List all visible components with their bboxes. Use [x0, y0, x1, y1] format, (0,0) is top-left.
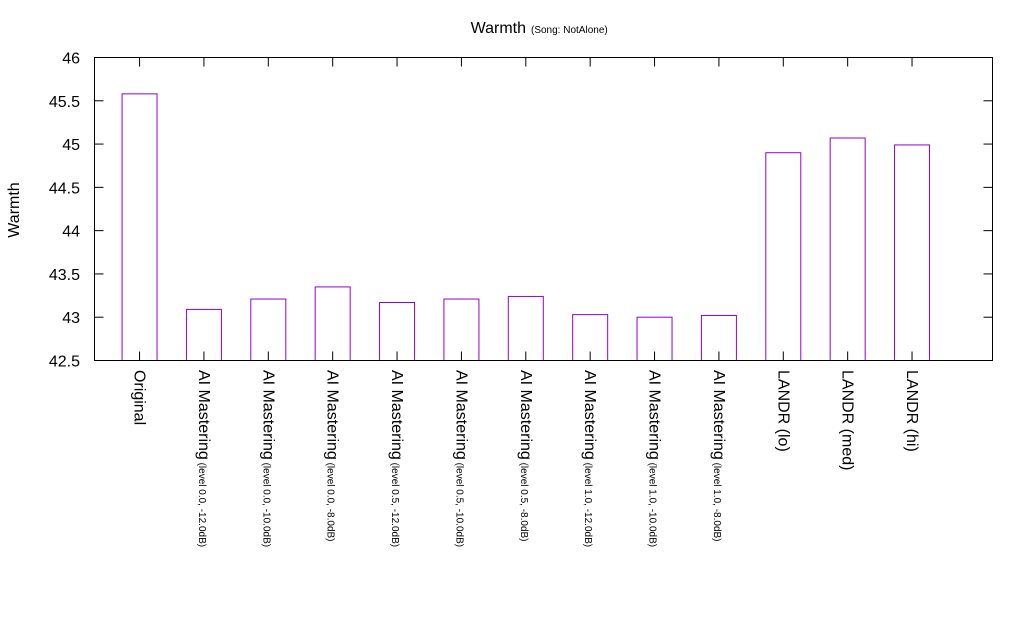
bar — [765, 152, 802, 361]
y-tick-label: 43 — [62, 310, 80, 327]
x-tick-label: AI Mastering (level 1.0, -10.0dB) — [646, 370, 663, 547]
x-tick-sublabel: (level 0.0, -12.0dB) — [196, 460, 207, 547]
bar — [443, 298, 480, 361]
y-tick-label: 44 — [62, 224, 80, 241]
x-tick-label: AI Mastering (level 0.5, -10.0dB) — [452, 370, 469, 547]
x-tick-sublabel: (level 1.0, -8.0dB) — [711, 460, 722, 542]
chart-subtitle: (Song: NotAlone) — [531, 25, 608, 36]
x-tick-label: AI Mastering (level 1.0, -8.0dB) — [710, 370, 727, 542]
x-axis-labels: Original AI Mastering (level 0.0, -12.0dB… — [131, 370, 920, 547]
plot-frame — [94, 57, 993, 361]
x-tick-sublabel: (level 0.0, -10.0dB) — [260, 460, 271, 547]
y-axis-label: Warmth — [6, 182, 23, 237]
y-tick-label: 43.5 — [49, 267, 80, 284]
x-tick-sublabel: (level 0.5, -10.0dB) — [453, 460, 464, 547]
bars-group — [121, 57, 931, 362]
x-tick-label: AI Mastering (level 0.0, -12.0dB) — [195, 370, 212, 547]
y-tick-label: 42.5 — [49, 354, 80, 371]
x-tick-sublabel: (level 0.5, -12.0dB) — [389, 460, 400, 547]
y-tick-label: 44.5 — [49, 180, 80, 197]
y-tick-label: 45.5 — [49, 94, 80, 111]
chart-title: Warmth — [471, 20, 526, 37]
bar — [250, 298, 287, 361]
x-tick-label: LANDR (hi) — [903, 370, 920, 452]
x-tick-label: AI Mastering (level 1.0, -12.0dB) — [581, 370, 598, 547]
x-tick-label: AI Mastering (level 0.5, -8.0dB) — [517, 370, 534, 542]
x-tick-label: AI Mastering (level 0.0, -8.0dB) — [324, 370, 341, 542]
x-tick-label: LANDR (med) — [839, 370, 856, 470]
x-tick-label: Original — [131, 370, 148, 425]
x-tick-label: AI Mastering (level 0.5, -12.0dB) — [388, 370, 405, 547]
x-tick-sublabel: (level 1.0, -10.0dB) — [647, 460, 658, 547]
y-axis-ticks: 42.5 43 43.5 44 44.5 45 45.5 46 — [49, 51, 993, 371]
y-tick-label: 46 — [62, 51, 80, 68]
x-tick-sublabel: (level 0.0, -8.0dB) — [325, 460, 336, 542]
x-tick-sublabel: (level 1.0, -12.0dB) — [582, 460, 593, 547]
x-tick-label: AI Mastering (level 0.0, -10.0dB) — [259, 370, 276, 547]
x-tick-label: LANDR (lo) — [774, 370, 791, 452]
x-tick-sublabel: (level 0.5, -8.0dB) — [518, 460, 529, 542]
bar — [314, 286, 351, 361]
bar — [507, 295, 544, 361]
y-tick-label: 45 — [62, 137, 80, 154]
bar — [894, 144, 931, 361]
bar — [829, 137, 866, 361]
bar — [121, 93, 158, 362]
